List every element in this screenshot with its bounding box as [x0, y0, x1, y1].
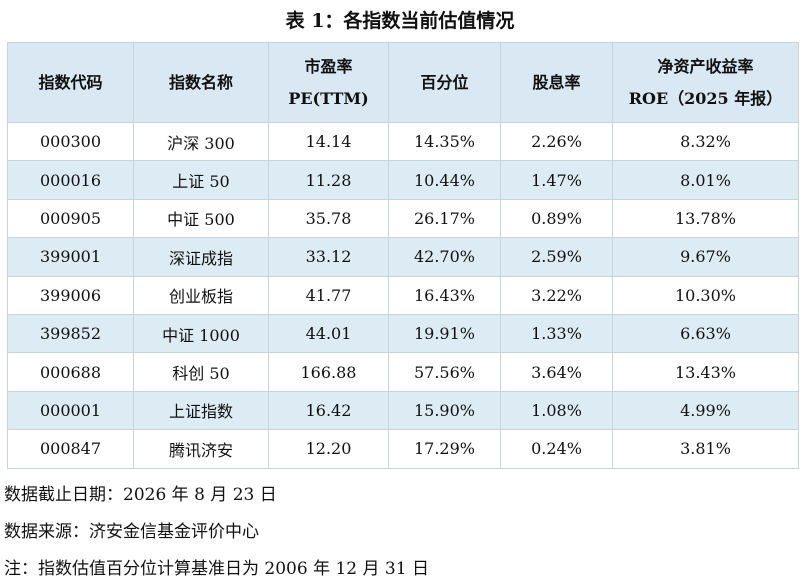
table-cell: 1.08%	[500, 390, 613, 431]
header-line: 股息率	[532, 72, 581, 92]
header-cell: 净资产收益率 ROE（2025 年报）	[612, 42, 799, 123]
table-cell: 16.42	[268, 390, 389, 431]
table-cell: 8.01%	[612, 160, 799, 200]
table-cell: 41.77	[268, 275, 389, 315]
table-cell: 12.20	[268, 429, 389, 469]
header-cell: 指数名称	[133, 42, 269, 123]
table-row: 000905 中证 500 35.78 26.17% 0.89% 13.78%	[7, 198, 799, 239]
table-cell: 399852	[7, 313, 134, 354]
table-cell: 35.78	[268, 198, 389, 239]
header-cell: 市盈率 PE(TTM)	[268, 42, 389, 123]
table-cell: 17.29%	[388, 429, 501, 469]
header-line: 指数代码	[38, 72, 103, 92]
table-row: 399001 深证成指 33.12 42.70% 2.59% 9.67%	[7, 237, 799, 277]
note: 数据来源：济安金信基金评价中心	[4, 522, 259, 542]
table-cell: 3.81%	[612, 429, 799, 469]
table-cell: 6.63%	[612, 313, 799, 354]
table-cell: 中证 500	[133, 198, 269, 239]
table-row: 000001 上证指数 16.42 15.90% 1.08% 4.99%	[7, 390, 799, 431]
table-cell: 上证 50	[133, 160, 269, 200]
header-line: PE(TTM)	[288, 88, 369, 108]
header-line: 指数名称	[168, 72, 233, 92]
table-cell: 42.70%	[388, 237, 501, 277]
table-cell: 4.99%	[612, 390, 799, 431]
table-cell: 9.67%	[612, 237, 799, 277]
table-cell: 11.28	[268, 160, 389, 200]
table-cell: 399006	[7, 275, 134, 315]
header-cell: 股息率	[500, 42, 613, 123]
table-cell: 3.22%	[500, 275, 613, 315]
table-cell: 000688	[7, 352, 134, 392]
table-cell: 10.44%	[388, 160, 501, 200]
table-cell: 000905	[7, 198, 134, 239]
table-cell: 2.26%	[500, 121, 613, 162]
table-cell: 0.24%	[500, 429, 613, 469]
table-cell: 000016	[7, 160, 134, 200]
table-row: 399852 中证 1000 44.01 19.91% 1.33% 6.63%	[7, 313, 799, 354]
table-cell: 腾讯济安	[133, 429, 269, 469]
table-cell: 399001	[7, 237, 134, 277]
table-row: 000847 腾讯济安 12.20 17.29% 0.24% 3.81%	[7, 429, 799, 469]
table-cell: 10.30%	[612, 275, 799, 315]
header-line: 市盈率	[304, 56, 353, 76]
table-cell: 13.78%	[612, 198, 799, 239]
table-row: 000688 科创 50 166.88 57.56% 3.64% 13.43%	[7, 352, 799, 392]
header-cell: 百分位	[388, 42, 501, 123]
table-cell: 44.01	[268, 313, 389, 354]
table-title: 表 1：各指数当前估值情况	[285, 10, 515, 32]
table-cell: 深证成指	[133, 237, 269, 277]
table-cell: 15.90%	[388, 390, 501, 431]
table-cell: 57.56%	[388, 352, 501, 392]
table-cell: 1.33%	[500, 313, 613, 354]
header-line: 百分位	[420, 72, 469, 92]
header-row: 指数代码 指数名称 市盈率 PE(TTM) 百分位 股息率 净资产收益率 ROE（2025 年…	[7, 42, 799, 123]
table-cell: 8.32%	[612, 121, 799, 162]
table-cell: 19.91%	[388, 313, 501, 354]
table-cell: 中证 1000	[133, 313, 269, 354]
table-cell: 3.64%	[500, 352, 613, 392]
note: 注：指数估值百分位计算基准日为 2006 年 12 月 31 日	[4, 559, 429, 579]
table-cell: 000001	[7, 390, 134, 431]
table-cell: 33.12	[268, 237, 389, 277]
valuation-table: 指数代码 指数名称 市盈率 PE(TTM) 百分位 股息率 净资产收益率 ROE（2025 年…	[7, 42, 799, 469]
note: 数据截止日期：2026 年 8 月 23 日	[4, 485, 277, 505]
header-cell: 指数代码	[7, 42, 134, 123]
table-cell: 上证指数	[133, 390, 269, 431]
table-cell: 沪深 300	[133, 121, 269, 162]
table-cell: 创业板指	[133, 275, 269, 315]
header-line: 净资产收益率	[657, 56, 754, 76]
table-cell: 14.14	[268, 121, 389, 162]
table-cell: 16.43%	[388, 275, 501, 315]
table-row: 000016 上证 50 11.28 10.44% 1.47% 8.01%	[7, 160, 799, 200]
table-cell: 2.59%	[500, 237, 613, 277]
table-cell: 000847	[7, 429, 134, 469]
table-cell: 000300	[7, 121, 134, 162]
table-cell: 1.47%	[500, 160, 613, 200]
header-line: ROE（2025 年报）	[628, 88, 783, 108]
table-cell: 26.17%	[388, 198, 501, 239]
table-cell: 科创 50	[133, 352, 269, 392]
table-cell: 14.35%	[388, 121, 501, 162]
table-cell: 0.89%	[500, 198, 613, 239]
table-row: 399006 创业板指 41.77 16.43% 3.22% 10.30%	[7, 275, 799, 315]
table-cell: 166.88	[268, 352, 389, 392]
table-row: 000300 沪深 300 14.14 14.35% 2.26% 8.32%	[7, 121, 799, 162]
table-cell: 13.43%	[612, 352, 799, 392]
